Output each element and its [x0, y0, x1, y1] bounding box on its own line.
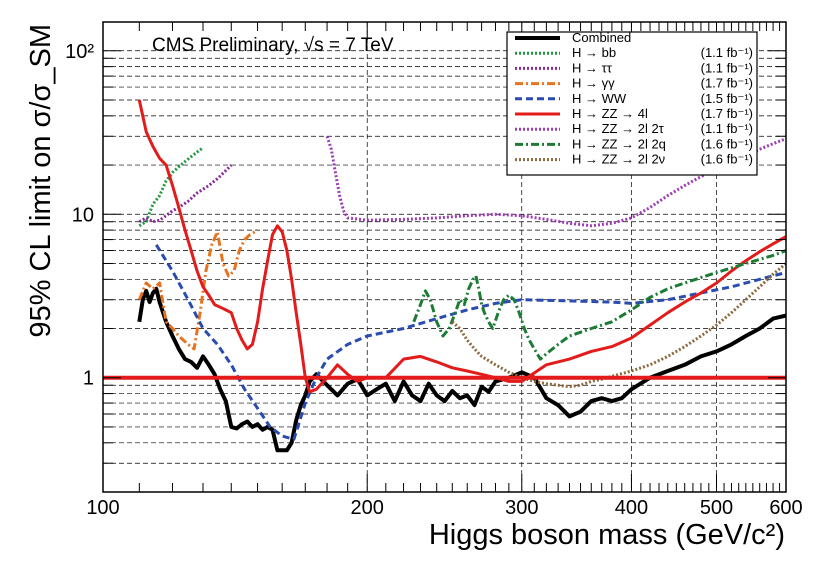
legend-label: H → ττ: [572, 60, 613, 75]
legend-label: Combined: [572, 30, 631, 45]
chart-annotation: CMS Preliminary, √s = 7 TeV: [152, 35, 394, 56]
y-tick-label: 10: [72, 204, 94, 226]
x-tick-label: 400: [615, 497, 648, 519]
legend-label: H → ZZ → 2l 2q: [572, 136, 666, 151]
legend-label: H → ZZ → 2l 2ν: [572, 152, 665, 167]
x-tick-label: 500: [700, 497, 733, 519]
tick-labels: 100 200 300 400 500 600 1 10 10²: [65, 41, 803, 519]
legend-lumi: (1.1 fb⁻¹): [701, 121, 753, 136]
legend-lumi: (1.7 fb⁻¹): [701, 106, 753, 121]
x-tick-label: 200: [351, 497, 384, 519]
legend-label: H → ZZ → 2l 2τ: [572, 121, 665, 136]
y-axis-title: 95% CL limit on σ/σ_SM: [25, 24, 57, 338]
series-line-2: [138, 164, 233, 224]
series-line-3: [137, 228, 259, 351]
legend-lumi: (1.7 fb⁻¹): [701, 76, 753, 91]
legend-lumi: (1.6 fb⁻¹): [701, 152, 753, 167]
series-layer: [137, 99, 786, 453]
y-tick-label: 1: [83, 368, 94, 390]
x-tick-label: 600: [769, 497, 802, 519]
legend-label: H → ZZ → 4l: [572, 106, 648, 121]
series-line-7: [412, 249, 786, 361]
x-tick-label: 300: [505, 497, 538, 519]
legend-lumi: (1.1 fb⁻¹): [701, 45, 753, 60]
series-line-5: [137, 99, 786, 394]
legend-lumi: (1.6 fb⁻¹): [701, 136, 753, 151]
series-line-1: [138, 146, 204, 228]
x-axis-title: Higgs boson mass (GeV/c²): [429, 519, 785, 551]
legend-label: H → WW: [572, 91, 627, 106]
legend-box: [506, 31, 758, 176]
series-line-8: [451, 262, 786, 389]
series-line-4: [155, 244, 786, 441]
legend-lumi: (1.5 fb⁻¹): [701, 91, 753, 106]
x-tick-label: 100: [86, 497, 119, 519]
plot-frame: [102, 21, 787, 493]
legend-label: H → bb: [572, 45, 616, 60]
y-tick-label: 10²: [65, 41, 94, 63]
legend-label: H → γγ: [572, 76, 615, 91]
legend-lumi: (1.1 fb⁻¹): [701, 60, 753, 75]
